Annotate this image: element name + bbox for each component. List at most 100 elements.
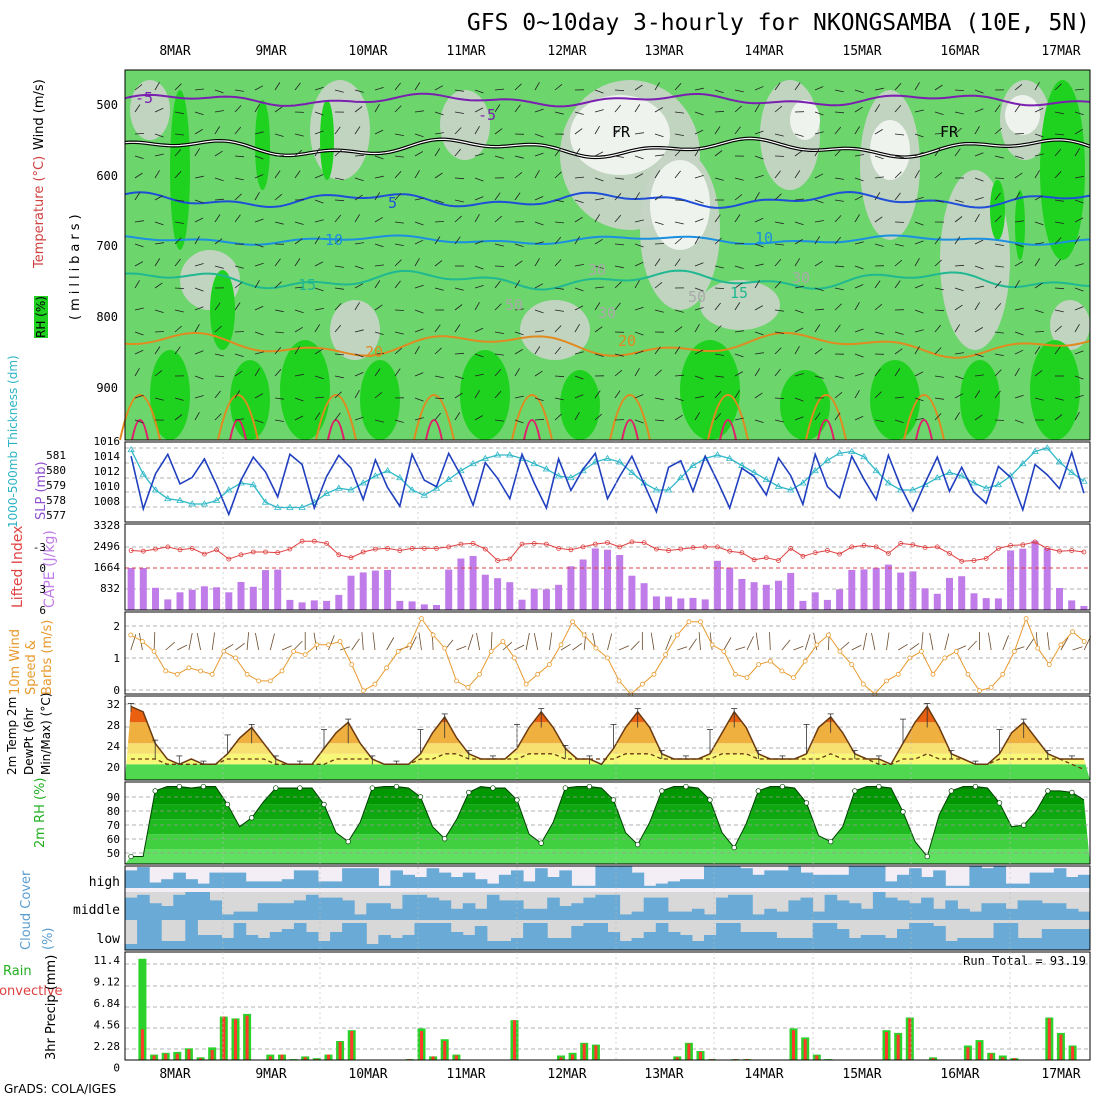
wind-barb bbox=[534, 221, 544, 226]
wind-barb bbox=[474, 353, 484, 358]
cape-bar bbox=[1043, 548, 1051, 610]
cloud-bar-middle bbox=[752, 914, 765, 920]
cloud-bar-high bbox=[511, 870, 524, 888]
wind-barb bbox=[1014, 261, 1023, 267]
precip-conv-bar bbox=[815, 1055, 819, 1060]
wind-barb bbox=[1054, 237, 1062, 245]
wind-barb bbox=[834, 236, 842, 245]
cloud-bar-middle bbox=[1005, 908, 1019, 920]
wind10-barb bbox=[618, 645, 629, 651]
wind-barb bbox=[954, 375, 964, 380]
li-point bbox=[189, 546, 195, 551]
wind-barb bbox=[754, 368, 761, 377]
wind-barb bbox=[994, 243, 1004, 246]
wind-barb bbox=[654, 194, 663, 201]
wind-barb bbox=[354, 242, 364, 245]
wind10-barb bbox=[490, 631, 493, 651]
wind-barb bbox=[374, 331, 384, 335]
wind-barb bbox=[774, 243, 784, 246]
wind-barb bbox=[354, 353, 364, 358]
wind-barb bbox=[414, 417, 424, 421]
wind-barb bbox=[674, 414, 683, 421]
wind10-point bbox=[616, 678, 622, 684]
cloud-bar-high bbox=[221, 872, 235, 888]
rh2m-point bbox=[996, 800, 1003, 806]
precip-tick: 9.12 bbox=[94, 976, 121, 989]
wind-barb bbox=[1034, 282, 1043, 289]
wind10-point bbox=[1046, 662, 1052, 667]
cape-bar bbox=[848, 569, 856, 610]
wind-barb bbox=[994, 369, 1002, 377]
cloud-bar-middle bbox=[125, 897, 138, 920]
wind-barb bbox=[854, 195, 864, 201]
wind-barb bbox=[254, 155, 264, 160]
cloud-bar-low bbox=[583, 923, 596, 950]
wind-barb bbox=[534, 330, 544, 333]
thickness-point bbox=[432, 484, 441, 491]
cloud-bar-high bbox=[474, 879, 488, 888]
wind-barb bbox=[454, 236, 461, 245]
cape-bar bbox=[823, 599, 831, 610]
contour-label: 20 bbox=[365, 343, 383, 361]
cloud-bar-low bbox=[728, 923, 741, 950]
wind10-barb bbox=[223, 643, 234, 651]
wind-barb bbox=[734, 417, 744, 421]
wind-barb bbox=[394, 259, 402, 267]
cape-bar bbox=[726, 567, 734, 610]
wind-barb bbox=[334, 324, 342, 333]
li-point bbox=[617, 544, 623, 550]
cloud-bar-middle bbox=[667, 911, 681, 920]
thickness-point bbox=[347, 486, 355, 493]
wind-barb bbox=[654, 221, 664, 225]
wind-barb bbox=[754, 217, 764, 223]
cloud-bar-high bbox=[535, 868, 548, 888]
wind-barb bbox=[214, 126, 221, 135]
wind-barb bbox=[694, 262, 704, 267]
thickness-point bbox=[212, 496, 221, 503]
wind-barb bbox=[194, 287, 204, 292]
thickness-point bbox=[872, 466, 880, 474]
wind-barb bbox=[994, 419, 1005, 421]
cloud-bar-low bbox=[897, 929, 910, 950]
wind-barb bbox=[1034, 397, 1044, 401]
rh2m-band bbox=[125, 804, 1090, 820]
thickness-point bbox=[359, 479, 367, 486]
cloud-bar-middle bbox=[281, 903, 295, 920]
wind10-point bbox=[698, 619, 703, 625]
cloud-bar-high bbox=[342, 868, 355, 888]
wind-barb bbox=[334, 412, 341, 421]
wind-barb bbox=[434, 260, 443, 267]
wind-barb bbox=[874, 104, 881, 113]
wind-barb bbox=[914, 309, 924, 314]
wind-barb bbox=[394, 368, 401, 377]
cloud-bar-high bbox=[836, 874, 850, 888]
wind-barb bbox=[194, 263, 204, 267]
cloud-bar-high bbox=[583, 885, 596, 888]
wind-barb bbox=[594, 238, 603, 245]
precip-conv-bar bbox=[687, 1043, 691, 1060]
cape-bar bbox=[1068, 600, 1076, 610]
cloud-bar-high bbox=[559, 870, 572, 888]
wind-barb bbox=[754, 352, 764, 355]
cloud-bar-low bbox=[1029, 938, 1043, 950]
cloud-bar-middle bbox=[848, 903, 862, 920]
wind-barb bbox=[634, 280, 640, 289]
wind-barb bbox=[674, 83, 682, 91]
wind-barb bbox=[634, 84, 643, 91]
cloud-bar-middle bbox=[161, 906, 174, 920]
cloud-bar-middle bbox=[897, 900, 910, 920]
wind-barb bbox=[154, 282, 163, 289]
thickness-point bbox=[725, 454, 734, 461]
pressure-level-tick: 600 bbox=[96, 169, 118, 183]
wind-barb bbox=[734, 105, 742, 113]
wind-barb bbox=[1034, 133, 1044, 138]
contour-label: 30 bbox=[792, 269, 810, 287]
rh-moist-region bbox=[680, 340, 740, 440]
wind-barb bbox=[314, 324, 321, 333]
rh2m-point bbox=[321, 801, 327, 808]
slp-line bbox=[130, 449, 1085, 517]
wind10-point bbox=[640, 681, 645, 687]
wind10-point bbox=[488, 649, 494, 654]
precip-conv-bar bbox=[571, 1054, 575, 1060]
cloud-bar-high bbox=[390, 870, 403, 888]
